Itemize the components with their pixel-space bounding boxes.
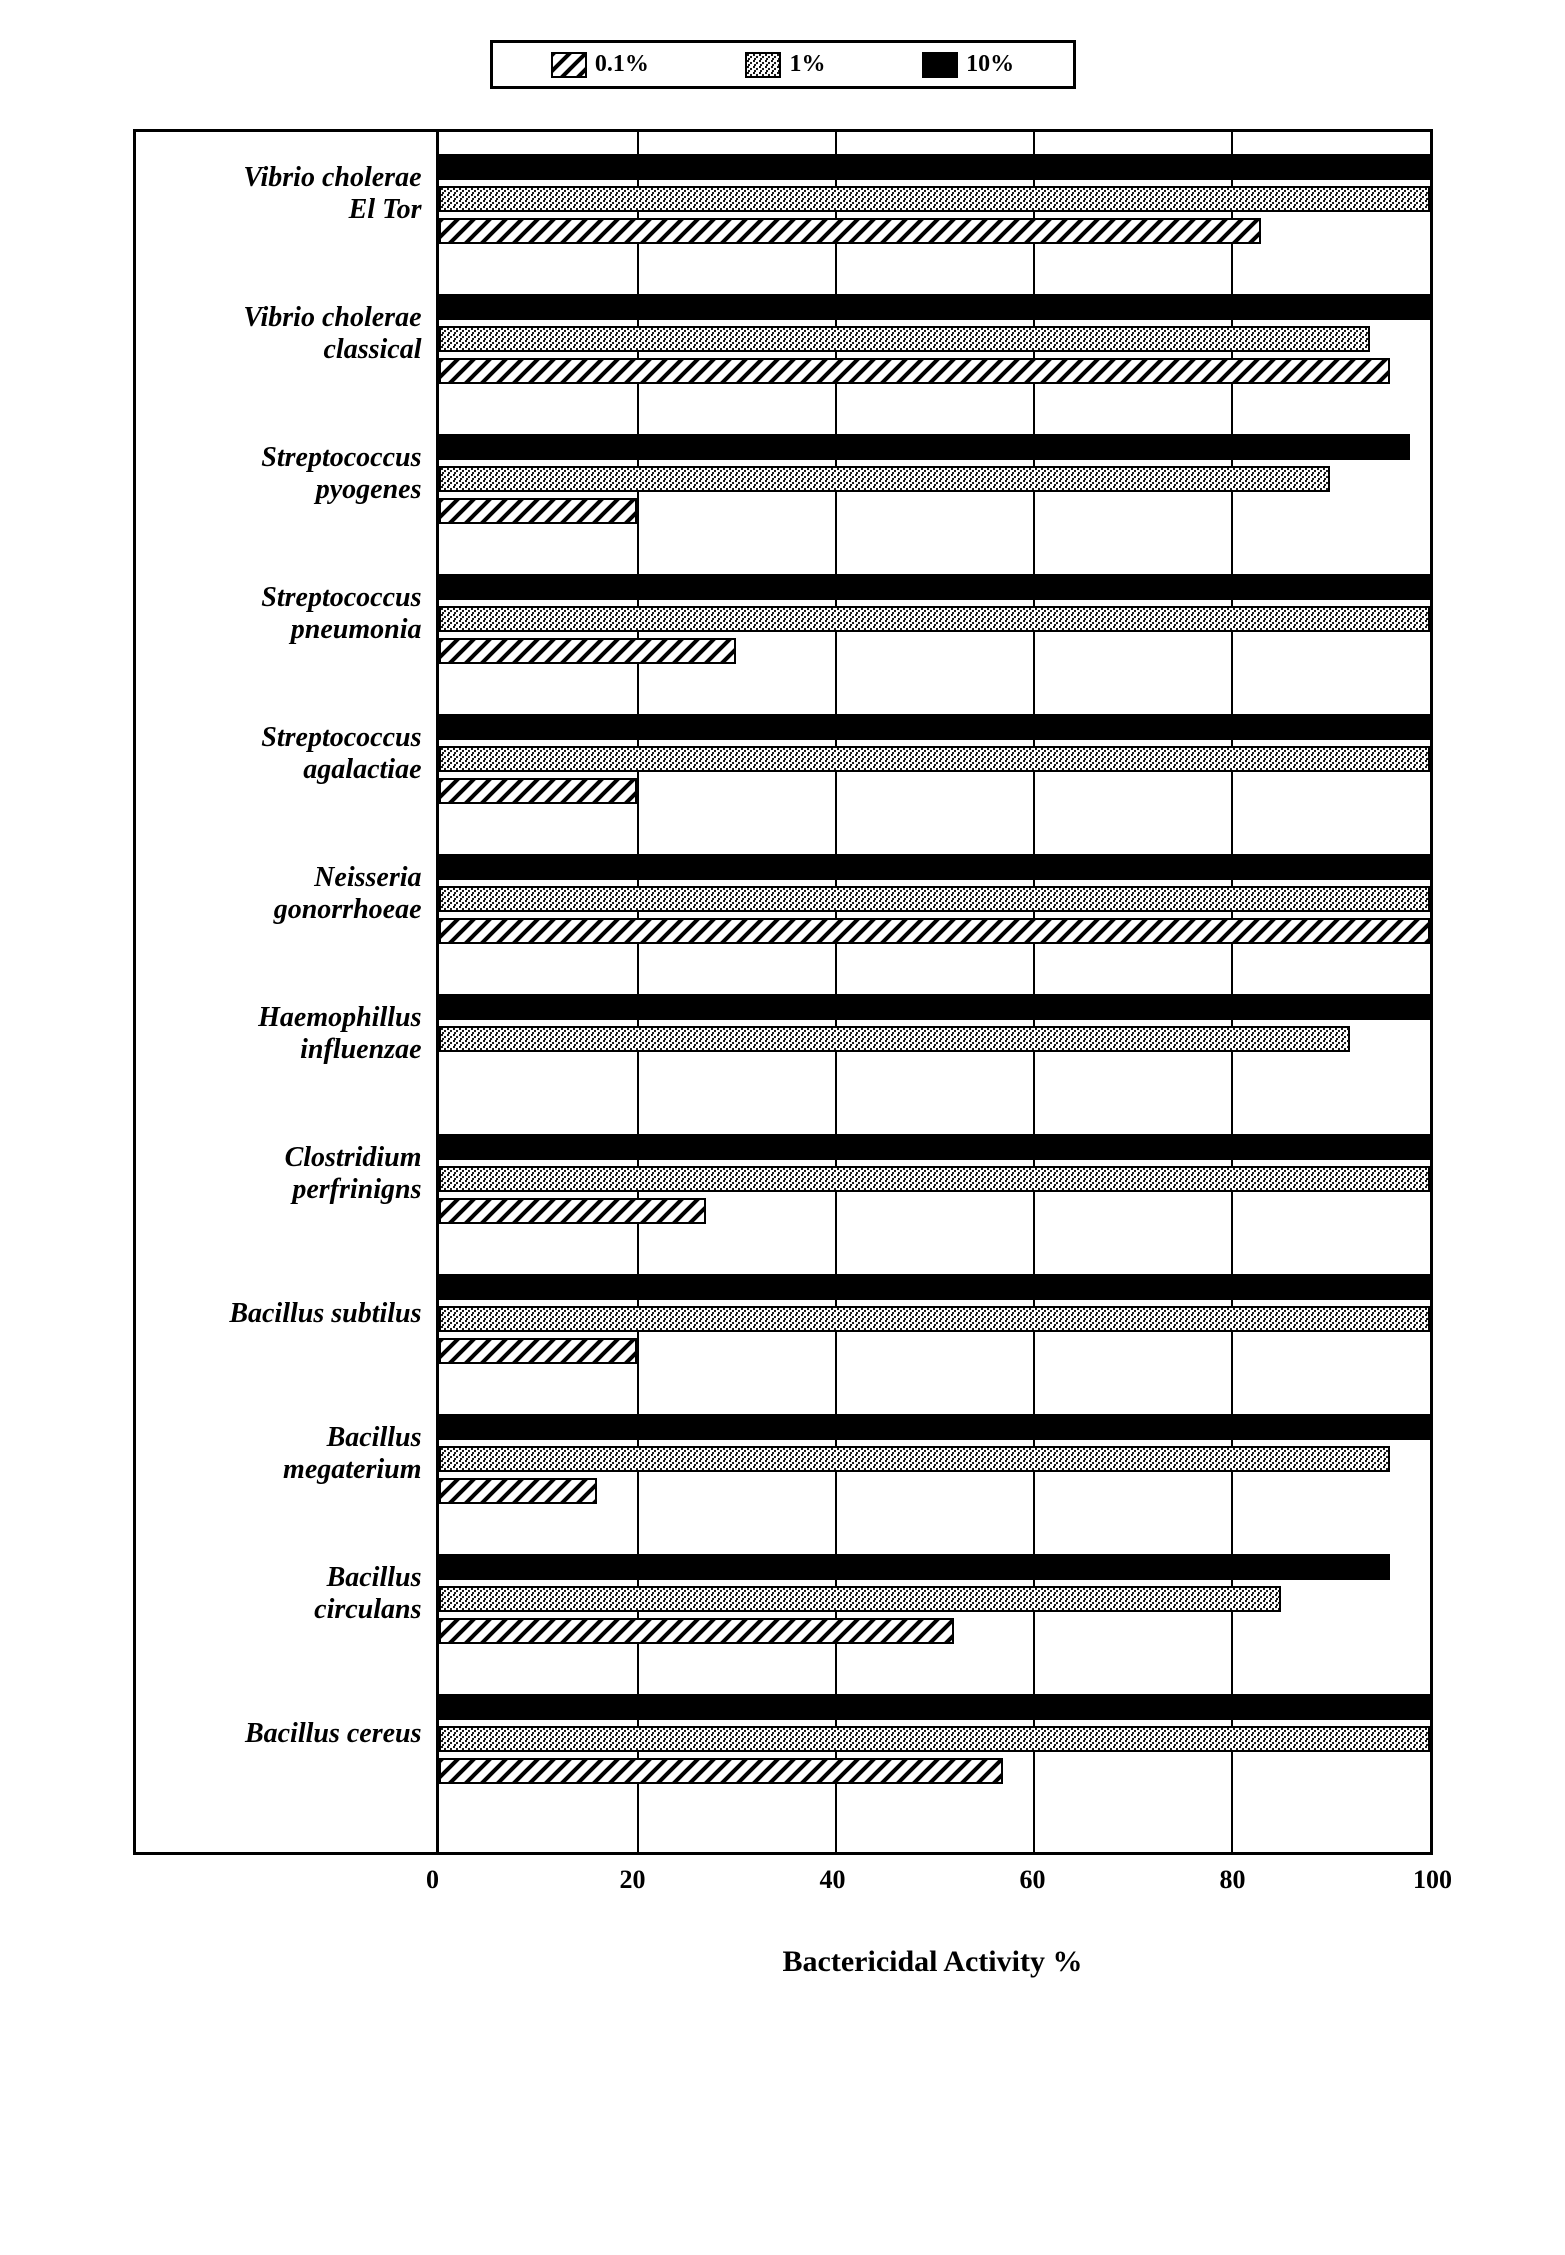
category-label: Vibrio choleraeclassical: [142, 302, 422, 366]
bar-p10: [439, 994, 1430, 1020]
bar-p10: [439, 854, 1430, 880]
bar-p01: [439, 638, 736, 664]
bar-p01: [439, 1758, 1004, 1784]
bar-p1: [439, 326, 1371, 352]
bar-p01: [439, 778, 637, 804]
x-tick: 80: [1220, 1865, 1246, 1895]
category-label: Bacilluscirculans: [142, 1562, 422, 1626]
bar-p01: [439, 1338, 637, 1364]
bar-p01: [439, 358, 1390, 384]
bar-p1: [439, 466, 1331, 492]
category-label: Neisseriagonorrhoeae: [142, 862, 422, 926]
bar-p10: [439, 434, 1410, 460]
bar-p10: [439, 1694, 1430, 1720]
x-tick: 0: [426, 1865, 439, 1895]
bar-p10: [439, 1414, 1430, 1440]
legend-label: 0.1%: [595, 51, 649, 78]
category-label: Bacillusmegaterium: [142, 1422, 422, 1486]
legend-label: 10%: [966, 51, 1014, 78]
x-tick: 60: [1020, 1865, 1046, 1895]
bar-p1: [439, 1166, 1430, 1192]
x-axis-title: Bactericidal Activity %: [433, 1945, 1433, 1979]
legend-item-p1: 1%: [745, 51, 825, 78]
category-label: Vibrio choleraeEl Tor: [142, 162, 422, 226]
category-labels-column: Vibrio choleraeEl Tor Vibrio choleraeclas…: [136, 132, 436, 1852]
bar-p1: [439, 1026, 1351, 1052]
chart-legend: 0.1% 1% 10%: [490, 40, 1076, 89]
bar-p10: [439, 294, 1430, 320]
bar-p1: [439, 1446, 1390, 1472]
bar-p10: [439, 1554, 1390, 1580]
bar-p01: [439, 918, 1430, 944]
x-tick: 100: [1413, 1865, 1452, 1895]
bactericidal-chart: 0.1%1%10% Vibrio choleraeEl TorVibrio ch…: [133, 40, 1433, 1979]
bar-p1: [439, 186, 1430, 212]
bar-p01: [439, 1618, 954, 1644]
legend-item-p10: 10%: [922, 51, 1014, 78]
legend-swatch-p01: [551, 52, 587, 78]
category-label: Bacillus subtilus: [142, 1298, 422, 1330]
bar-p01: [439, 498, 637, 524]
bar-p01: [439, 1198, 707, 1224]
bars-column: [436, 132, 1430, 1852]
legend-swatch-p1: [745, 52, 781, 78]
plot-area: Vibrio choleraeEl Tor Vibrio choleraeclas…: [133, 129, 1433, 1855]
category-label: Streptococcuspneumonia: [142, 582, 422, 646]
bar-p1: [439, 1726, 1430, 1752]
category-label: Streptococcuspyogenes: [142, 442, 422, 506]
x-tick: 40: [820, 1865, 846, 1895]
bar-p1: [439, 746, 1430, 772]
category-label: Bacillus cereus: [142, 1718, 422, 1750]
bar-p1: [439, 606, 1430, 632]
bar-p01: [439, 1478, 598, 1504]
bar-p1: [439, 1586, 1281, 1612]
bar-p1: [439, 886, 1430, 912]
category-label: Haemophillusinfluenzae: [142, 1002, 422, 1066]
bar-p01: [439, 218, 1262, 244]
bar-p10: [439, 574, 1430, 600]
category-label: Clostridiumperfrinigns: [142, 1142, 422, 1206]
bar-p10: [439, 1134, 1430, 1160]
bar-p10: [439, 154, 1430, 180]
x-tick: 20: [620, 1865, 646, 1895]
bar-p10: [439, 1274, 1430, 1300]
x-axis-ticks: 020406080100: [433, 1855, 1433, 1915]
legend-swatch-p10: [922, 52, 958, 78]
category-label: Streptococcusagalactiae: [142, 722, 422, 786]
legend-item-p01: 0.1%: [551, 51, 649, 78]
bar-p10: [439, 714, 1430, 740]
legend-label: 1%: [789, 51, 825, 78]
bar-p1: [439, 1306, 1430, 1332]
